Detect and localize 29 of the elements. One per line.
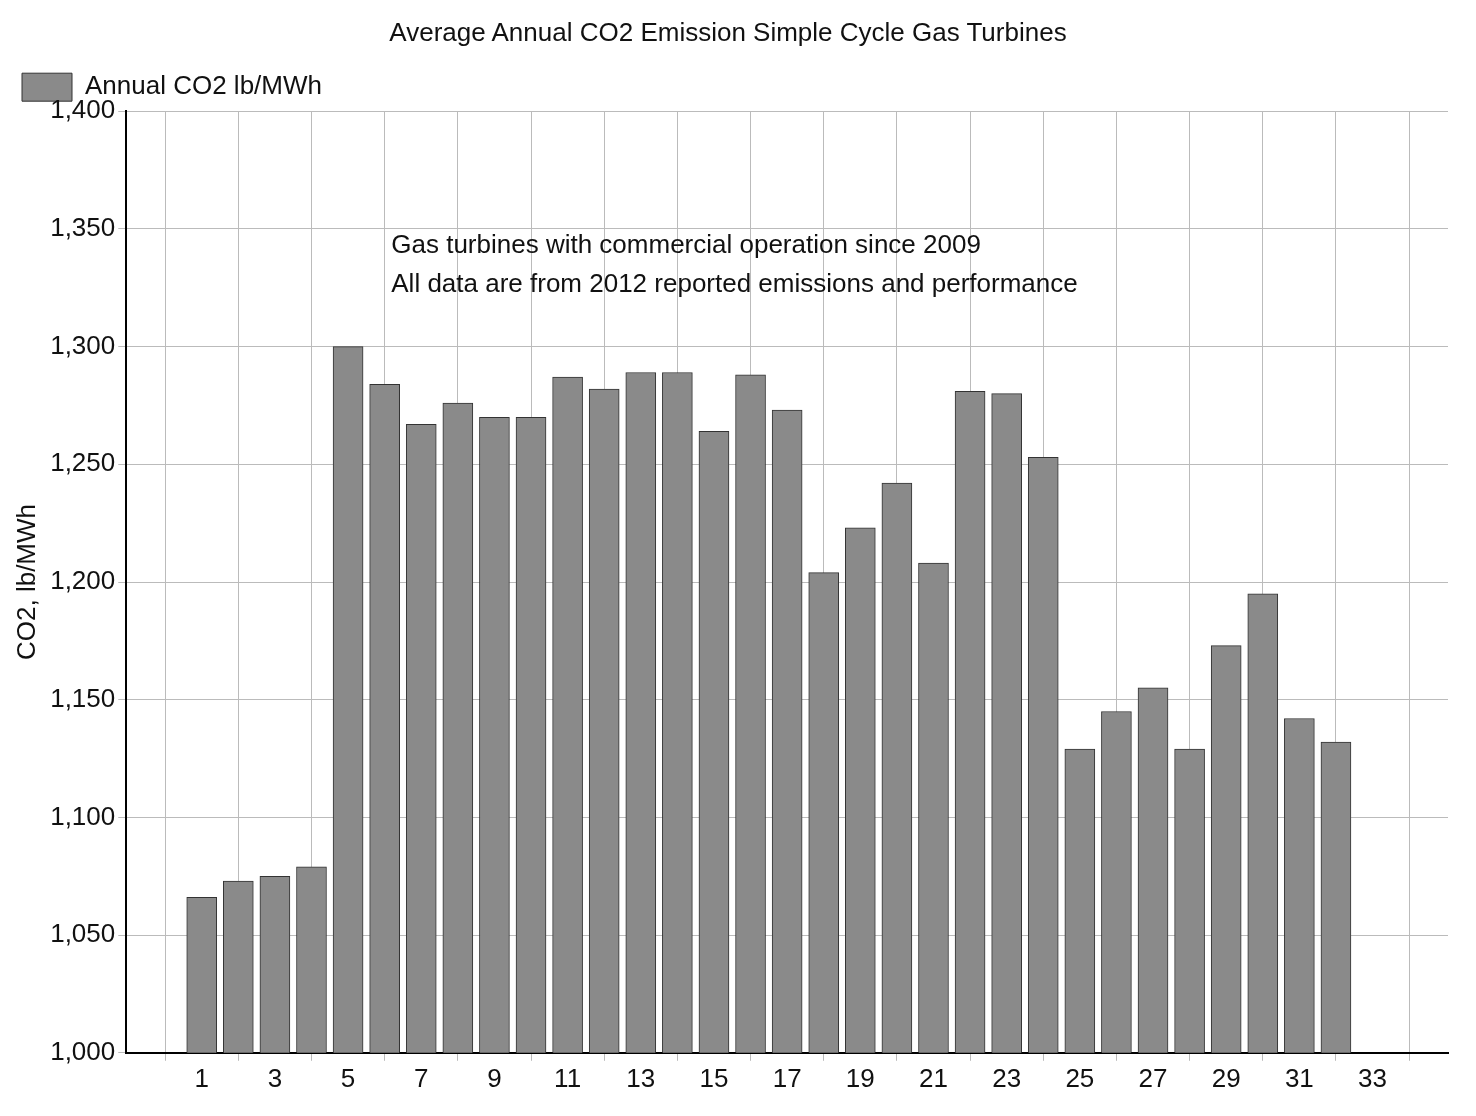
x-tick-label: 33: [1358, 1062, 1387, 1093]
x-tick-label: 19: [845, 1062, 875, 1093]
x-tick-label: 1: [194, 1062, 209, 1093]
y-tick-label: 1,250: [50, 447, 116, 478]
y-axis-title: CO2, lb/MWh: [10, 503, 41, 661]
chart-title: Average Annual CO2 Emission Simple Cycle Gas Turbines: [389, 16, 1067, 47]
x-tick-label: 15: [699, 1062, 729, 1093]
annotation: All data are from 2012 reported emissions and performance: [391, 268, 1078, 299]
x-tick-label: 11: [554, 1062, 582, 1093]
x-tick-label: 21: [919, 1062, 948, 1093]
y-tick-label: 1,300: [50, 329, 116, 360]
y-tick-label: 1,200: [50, 565, 116, 596]
x-tick-label: 27: [1138, 1062, 1168, 1093]
x-tick-label: 5: [340, 1062, 356, 1093]
x-tick-label: 17: [772, 1062, 802, 1093]
x-tick-label: 3: [267, 1062, 283, 1093]
y-tick-label: 1,150: [50, 682, 116, 713]
x-tick-label: 13: [626, 1062, 656, 1093]
x-tick-label: 23: [992, 1062, 1022, 1093]
y-tick-label: 1,350: [50, 212, 116, 243]
y-tick-label: 1,050: [50, 918, 116, 949]
y-tick-label: 1,100: [50, 800, 116, 831]
x-tick-label: 31: [1284, 1062, 1314, 1093]
annotation: Gas turbines with commercial operation since 2009: [391, 229, 981, 260]
x-tick-label: 7: [414, 1062, 429, 1093]
y-tick-label: 1,000: [50, 1035, 116, 1066]
x-tick-label: 9: [487, 1062, 502, 1093]
x-tick-label: 25: [1065, 1062, 1095, 1093]
x-tick-label: 29: [1211, 1062, 1241, 1093]
